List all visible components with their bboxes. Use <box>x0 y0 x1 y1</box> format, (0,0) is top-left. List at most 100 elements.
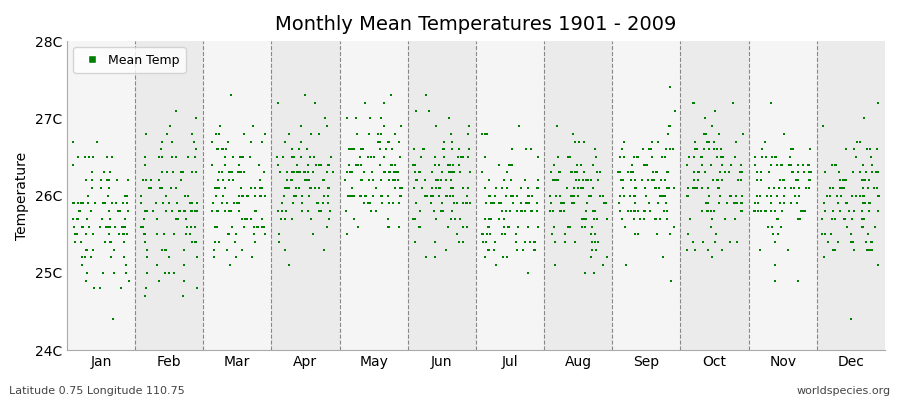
Point <box>407 146 421 152</box>
Point <box>784 200 798 206</box>
Point <box>660 216 674 222</box>
Point <box>839 146 853 152</box>
Point <box>302 185 317 191</box>
Bar <box>67 41 135 350</box>
Point <box>761 223 776 230</box>
Point <box>221 231 236 238</box>
Point <box>386 200 400 206</box>
Point <box>375 200 390 206</box>
Point <box>303 185 318 191</box>
Point <box>293 169 308 176</box>
Point <box>526 239 541 245</box>
Point <box>121 192 135 199</box>
Point <box>662 146 677 152</box>
Point <box>186 138 201 145</box>
Point <box>478 254 492 261</box>
Point <box>649 216 663 222</box>
Point <box>103 223 117 230</box>
Point <box>649 216 663 222</box>
Point <box>117 239 131 245</box>
Text: worldspecies.org: worldspecies.org <box>796 386 891 396</box>
Point <box>849 192 863 199</box>
Point <box>455 185 470 191</box>
Point <box>824 216 839 222</box>
Point <box>435 169 449 176</box>
Point <box>367 154 382 160</box>
Point <box>317 246 331 253</box>
Point <box>860 146 874 152</box>
Point <box>571 192 585 199</box>
Point <box>706 208 721 214</box>
Point <box>649 185 663 191</box>
Point <box>784 162 798 168</box>
Point <box>274 200 289 206</box>
Point <box>790 162 805 168</box>
Point <box>653 192 668 199</box>
Point <box>79 231 94 238</box>
Point <box>212 131 227 137</box>
Point <box>174 177 188 183</box>
Point <box>441 115 455 122</box>
Point <box>234 192 248 199</box>
Point <box>529 208 544 214</box>
Point <box>75 239 89 245</box>
Point <box>706 146 721 152</box>
Point <box>235 246 249 253</box>
Point <box>354 146 368 152</box>
Point <box>584 231 598 238</box>
Point <box>286 200 301 206</box>
Point <box>667 223 681 230</box>
Point <box>211 223 225 230</box>
Point <box>558 231 572 238</box>
Point <box>554 208 568 214</box>
Point <box>68 239 82 245</box>
Point <box>499 192 513 199</box>
Point <box>75 262 89 268</box>
Point <box>66 200 80 206</box>
Point <box>303 216 318 222</box>
Point <box>170 216 184 222</box>
Point <box>715 162 729 168</box>
Point <box>631 231 645 238</box>
Point <box>184 200 199 206</box>
Point <box>760 208 774 214</box>
Point <box>735 200 750 206</box>
Point <box>117 231 131 238</box>
Point <box>212 169 226 176</box>
Point <box>212 239 227 245</box>
Point <box>562 223 577 230</box>
Point <box>211 208 225 214</box>
Point <box>571 185 585 191</box>
Point <box>90 138 104 145</box>
Point <box>825 208 840 214</box>
Point <box>498 231 512 238</box>
Point <box>567 200 581 206</box>
Point <box>765 223 779 230</box>
Point <box>661 169 675 176</box>
Point <box>796 162 810 168</box>
Point <box>303 131 318 137</box>
Point <box>460 200 474 206</box>
Point <box>339 115 354 122</box>
Point <box>861 246 876 253</box>
Point <box>729 192 743 199</box>
Point <box>478 131 492 137</box>
Point <box>478 185 492 191</box>
Point <box>627 200 642 206</box>
Point <box>855 162 869 168</box>
Point <box>755 146 770 152</box>
Point <box>346 192 360 199</box>
Point <box>590 239 605 245</box>
Point <box>102 223 116 230</box>
Point <box>165 208 179 214</box>
Point <box>374 162 388 168</box>
Point <box>864 154 878 160</box>
Point <box>455 200 470 206</box>
Point <box>479 239 493 245</box>
Point <box>553 192 567 199</box>
Point <box>862 200 877 206</box>
Point <box>544 231 559 238</box>
Point <box>78 154 93 160</box>
Point <box>234 154 248 160</box>
Point <box>253 192 267 199</box>
